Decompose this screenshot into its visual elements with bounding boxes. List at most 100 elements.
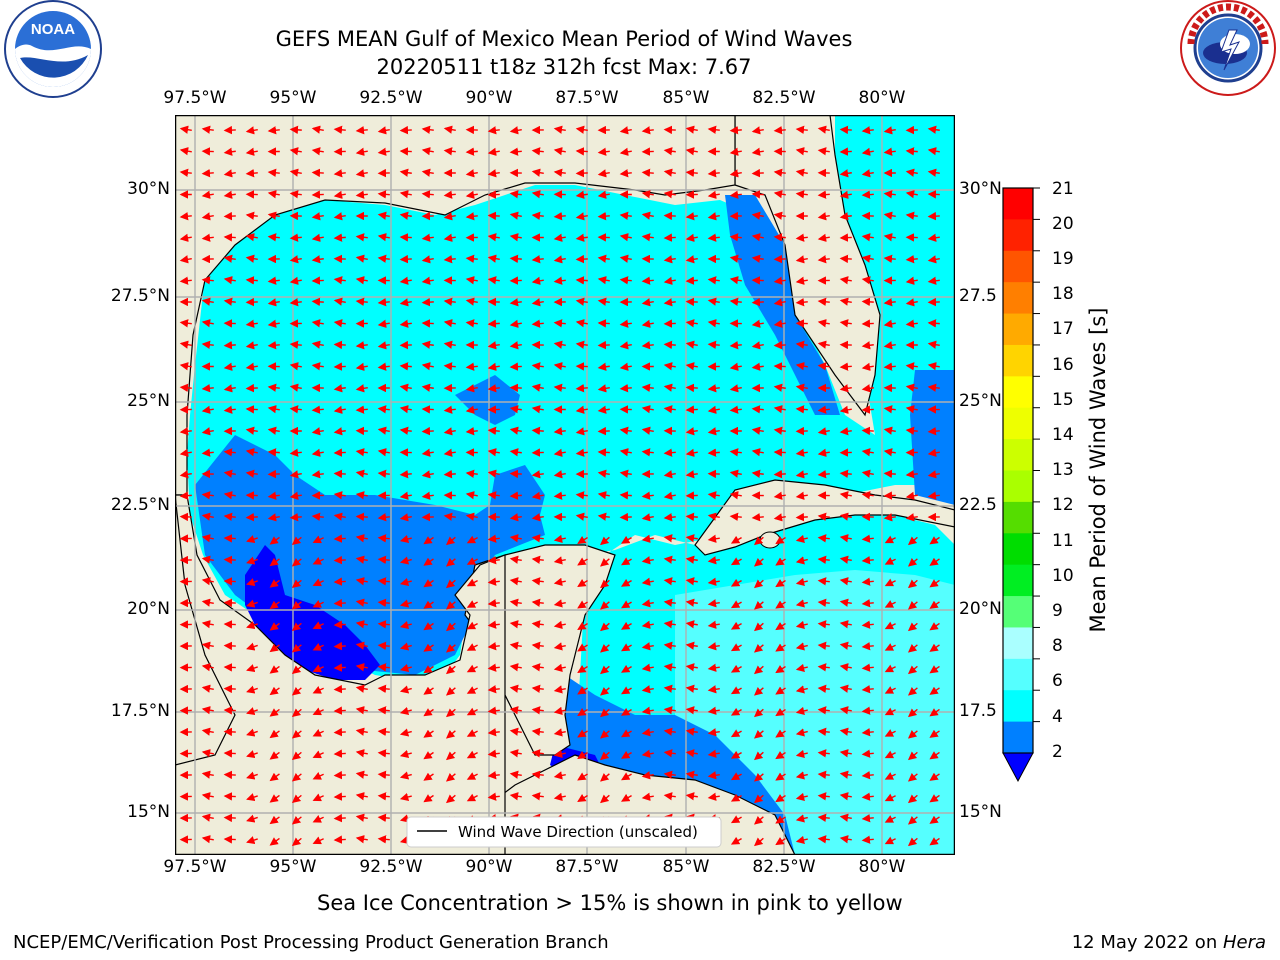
wave-direction-arrow bbox=[553, 233, 566, 242]
wave-direction-arrow bbox=[795, 340, 808, 349]
wave-direction-arrow bbox=[333, 362, 346, 371]
colorbar-label: Mean Period of Wind Waves [s] bbox=[1086, 307, 1110, 633]
wave-direction-arrow bbox=[600, 644, 610, 653]
wave-direction-arrow bbox=[399, 254, 412, 264]
wave-direction-arrow bbox=[839, 555, 852, 564]
wave-direction-arrow bbox=[927, 255, 940, 264]
wave-direction-arrow bbox=[201, 427, 214, 436]
wave-direction-arrow bbox=[817, 770, 830, 779]
lat-left-tick: 30°N bbox=[127, 179, 170, 199]
wave-direction-arrow bbox=[927, 190, 940, 199]
wave-direction-arrow bbox=[754, 837, 764, 847]
wave-direction-arrow bbox=[707, 125, 720, 134]
wave-direction-arrow bbox=[707, 792, 720, 801]
wave-direction-arrow bbox=[729, 341, 742, 350]
wave-direction-arrow bbox=[685, 276, 698, 285]
wave-direction-arrow bbox=[927, 211, 940, 221]
wave-direction-arrow bbox=[907, 730, 918, 739]
wave-direction-arrow bbox=[531, 577, 544, 586]
wave-direction-arrow bbox=[355, 384, 368, 393]
wave-direction-arrow bbox=[730, 535, 742, 544]
wave-direction-arrow bbox=[575, 125, 588, 134]
wave-direction-arrow bbox=[553, 556, 566, 565]
wave-direction-arrow bbox=[531, 792, 544, 801]
wave-direction-arrow bbox=[269, 729, 280, 739]
wave-direction-arrow bbox=[927, 276, 940, 285]
wave-direction-arrow bbox=[883, 233, 896, 242]
wave-direction-arrow bbox=[423, 686, 434, 695]
footer-left: NCEP/EMC/Verification Post Processing Pr… bbox=[13, 932, 609, 953]
wave-direction-arrow bbox=[663, 276, 676, 285]
wave-direction-arrow bbox=[355, 749, 368, 758]
wave-direction-arrow bbox=[269, 622, 280, 631]
wave-direction-arrow bbox=[509, 727, 522, 736]
wave-direction-arrow bbox=[839, 254, 852, 264]
wave-direction-arrow bbox=[246, 535, 258, 544]
wave-direction-arrow bbox=[443, 212, 456, 221]
wave-direction-arrow bbox=[201, 620, 214, 629]
wave-direction-arrow bbox=[509, 448, 522, 457]
wave-direction-arrow bbox=[311, 255, 324, 264]
wave-direction-arrow bbox=[443, 512, 456, 521]
wave-direction-arrow bbox=[291, 708, 302, 718]
wave-direction-arrow bbox=[509, 362, 522, 371]
wave-direction-arrow bbox=[754, 816, 764, 825]
wave-direction-arrow bbox=[201, 706, 214, 715]
wave-direction-arrow bbox=[223, 362, 236, 371]
wave-direction-arrow bbox=[754, 708, 764, 718]
wave-direction-arrow bbox=[641, 341, 654, 350]
wave-direction-arrow bbox=[663, 534, 676, 543]
wave-direction-arrow bbox=[619, 491, 632, 500]
wave-direction-arrow bbox=[663, 147, 676, 156]
wave-direction-arrow bbox=[817, 212, 830, 221]
wave-direction-arrow bbox=[751, 405, 764, 414]
wave-direction-arrow bbox=[773, 426, 786, 435]
wave-direction-arrow bbox=[487, 319, 500, 328]
wave-direction-arrow bbox=[531, 255, 544, 264]
wave-direction-arrow bbox=[377, 190, 390, 199]
wave-direction-arrow bbox=[377, 663, 390, 672]
wave-direction-arrow bbox=[597, 319, 610, 328]
colorbar-tick-label: 19 bbox=[1052, 249, 1074, 269]
wave-direction-arrow bbox=[861, 169, 874, 178]
wave-direction-arrow bbox=[355, 770, 368, 779]
wave-direction-arrow bbox=[509, 190, 522, 199]
wave-direction-arrow bbox=[509, 254, 522, 264]
wave-direction-arrow bbox=[907, 708, 918, 718]
wave-direction-arrow bbox=[730, 600, 742, 609]
wave-direction-arrow bbox=[355, 684, 368, 693]
wave-direction-arrow bbox=[291, 600, 302, 610]
wave-direction-arrow bbox=[333, 169, 346, 178]
wave-direction-arrow bbox=[509, 706, 522, 715]
wave-direction-arrow bbox=[817, 749, 830, 758]
lat-left-tick: 20°N bbox=[127, 599, 170, 619]
wave-direction-arrow bbox=[621, 664, 632, 673]
wave-direction-arrow bbox=[466, 600, 478, 608]
wave-direction-arrow bbox=[333, 813, 346, 823]
wave-direction-arrow bbox=[861, 599, 874, 608]
colorbar-block bbox=[1003, 564, 1033, 597]
wave-direction-arrow bbox=[817, 190, 830, 199]
colorbar-tick-label: 11 bbox=[1052, 531, 1074, 551]
wave-direction-arrow bbox=[685, 577, 698, 586]
wave-direction-arrow bbox=[466, 729, 478, 737]
wave-direction-arrow bbox=[377, 298, 390, 307]
colorbar-tick-label: 6 bbox=[1052, 671, 1063, 691]
wave-direction-arrow bbox=[773, 340, 786, 350]
wave-direction-arrow bbox=[685, 598, 698, 607]
wave-direction-arrow bbox=[267, 126, 280, 135]
wave-direction-arrow bbox=[377, 254, 390, 263]
wave-direction-arrow bbox=[795, 835, 808, 845]
colorbar-block bbox=[1003, 596, 1033, 628]
wave-direction-arrow bbox=[487, 233, 500, 242]
wave-direction-arrow bbox=[355, 577, 368, 586]
wave-direction-arrow bbox=[355, 362, 368, 371]
colorbar-block bbox=[1003, 533, 1033, 566]
wave-direction-arrow bbox=[907, 622, 918, 632]
wave-direction-arrow bbox=[663, 190, 676, 199]
wave-direction-arrow bbox=[509, 534, 522, 543]
wave-direction-arrow bbox=[377, 534, 390, 543]
wave-direction-arrow bbox=[223, 147, 236, 156]
wave-direction-arrow bbox=[291, 557, 302, 567]
wave-direction-arrow bbox=[509, 684, 522, 693]
